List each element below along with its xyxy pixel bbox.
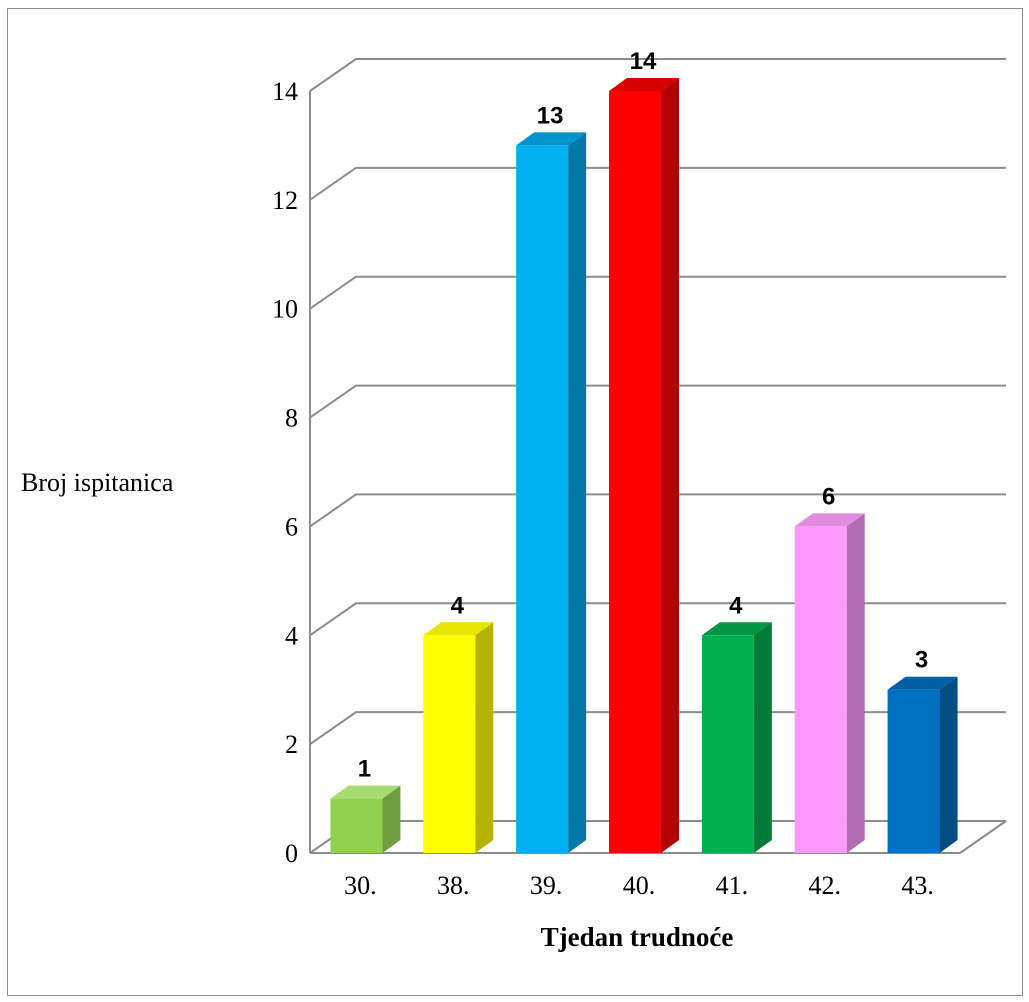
bar-42 xyxy=(794,513,865,853)
y-tick-label: 14 xyxy=(272,77,298,106)
bar-top xyxy=(423,622,494,636)
y-tick-label: 0 xyxy=(285,839,298,868)
x-tick-label: 39. xyxy=(530,871,563,900)
bar-38 xyxy=(423,622,494,853)
data-label: 3 xyxy=(915,647,928,674)
y-tick-label: 2 xyxy=(285,730,298,759)
bars-layer xyxy=(330,78,958,853)
y-tick-label: 10 xyxy=(272,295,298,324)
y-tick-label: 8 xyxy=(285,404,298,433)
data-label: 4 xyxy=(451,592,465,619)
bar-front xyxy=(516,145,569,853)
bar-43 xyxy=(887,676,958,853)
x-tick-label: 42. xyxy=(808,871,841,900)
x-tick-label: 38. xyxy=(437,871,470,900)
y-axis-label: Broj ispitanica xyxy=(21,468,174,497)
bar-40 xyxy=(609,78,679,853)
bar-side xyxy=(382,785,401,853)
bar-top xyxy=(887,676,958,690)
bar-30 xyxy=(330,785,401,853)
bar-front xyxy=(887,689,940,853)
bar-side xyxy=(568,132,587,853)
bar-41 xyxy=(701,622,772,853)
bar-top xyxy=(330,785,401,799)
x-tick-label: 30. xyxy=(344,871,377,900)
y-tick-label: 12 xyxy=(272,186,298,215)
bar-side xyxy=(661,78,679,853)
x-tick-label: 41. xyxy=(716,871,749,900)
bar-39 xyxy=(516,132,587,853)
data-label: 13 xyxy=(537,102,564,129)
y-tick-label: 4 xyxy=(285,621,298,650)
bar-side xyxy=(939,676,958,853)
data-label: 14 xyxy=(630,48,657,75)
gridline xyxy=(309,166,1006,201)
gridline xyxy=(309,58,1006,92)
bar-front xyxy=(701,635,754,853)
bar-front xyxy=(330,798,383,853)
data-label: 1 xyxy=(358,756,371,783)
bar-side xyxy=(846,513,865,853)
bar-front xyxy=(609,91,661,853)
bar-top xyxy=(609,78,679,91)
y-tick-label: 6 xyxy=(285,512,298,541)
gridline xyxy=(309,493,1006,528)
gridline xyxy=(309,384,1006,419)
bar-top xyxy=(701,622,772,636)
x-tick-label: 43. xyxy=(901,871,934,900)
bar-front xyxy=(423,635,476,853)
bar-side xyxy=(753,622,772,853)
x-tick-label: 40. xyxy=(623,871,656,900)
bar-top xyxy=(794,513,865,527)
x-axis-label: Tjedan trudnoće xyxy=(541,922,734,952)
floor-right-edge xyxy=(959,820,1007,854)
data-label: 4 xyxy=(729,592,743,619)
data-label: 6 xyxy=(822,483,835,510)
gridline xyxy=(309,602,1006,637)
y-axis-ticks: 0 2 4 6 8 10 12 14 xyxy=(272,77,298,868)
gridline xyxy=(309,275,1006,310)
bar-front xyxy=(794,526,847,853)
bar-side xyxy=(475,622,494,853)
bar-top xyxy=(516,132,587,146)
x-axis-ticks: 30. 38. 39. 40. 41. 42. 43. xyxy=(344,871,934,900)
gridline xyxy=(309,711,1006,745)
